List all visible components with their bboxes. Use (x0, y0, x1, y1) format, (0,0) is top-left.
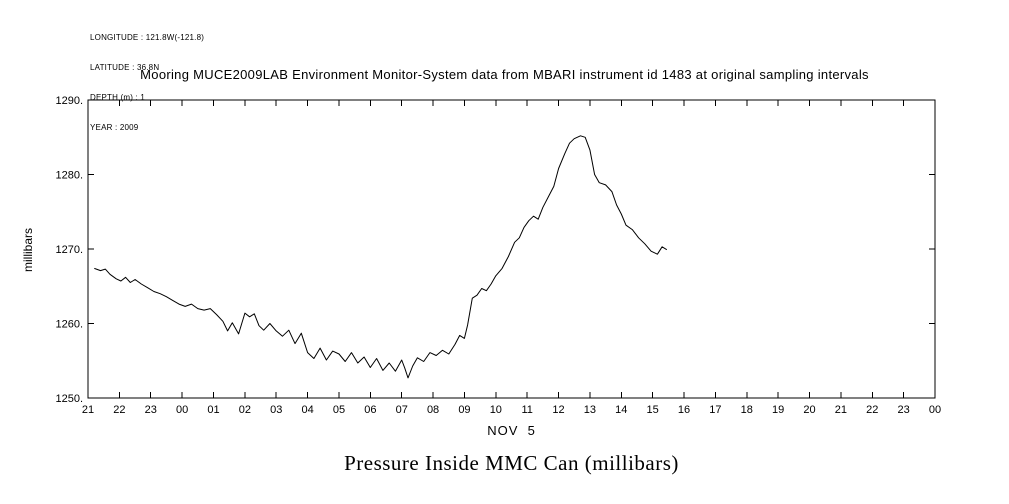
x-tick-label: 00 (176, 404, 188, 416)
x-tick-label: 04 (301, 404, 313, 416)
y-tick-label: 1290. (55, 95, 83, 107)
x-tick-label: 05 (333, 404, 345, 416)
meta-longitude: LONGITUDE : 121.8W(-121.8) (90, 33, 205, 42)
y-axis-label: millibars (21, 227, 35, 273)
x-tick-label: 23 (898, 404, 910, 416)
chart-title: Mooring MUCE2009LAB Environment Monitor-… (140, 67, 869, 82)
meta-latitude: LATITUDE : 36.8N (90, 63, 160, 72)
x-tick-label: 21 (82, 404, 94, 416)
x-tick-label: 16 (678, 404, 690, 416)
x-tick-label: 08 (427, 404, 439, 416)
x-tick-label: 01 (207, 404, 219, 416)
header-metadata: LONGITUDE : 121.8W(-121.8) LATITUDE : 36… (90, 13, 204, 153)
x-tick-label: 22 (113, 404, 125, 416)
x-tick-label: 07 (396, 404, 408, 416)
meta-year: YEAR : 2009 (90, 123, 139, 132)
x-tick-label: 19 (772, 404, 784, 416)
x-tick-label: 09 (458, 404, 470, 416)
x-tick-label: 13 (584, 404, 596, 416)
x-tick-label: 10 (490, 404, 502, 416)
x-tick-label: 21 (835, 404, 847, 416)
x-tick-label: 14 (615, 404, 627, 416)
y-tick-label: 1260. (55, 319, 83, 331)
x-tick-label: 02 (239, 404, 251, 416)
y-tick-label: 1270. (55, 244, 83, 256)
x-tick-label: 18 (741, 404, 753, 416)
x-tick-label: 11 (521, 404, 532, 416)
x-tick-label: 12 (552, 404, 564, 416)
x-tick-label: 03 (270, 404, 282, 416)
x-tick-label: 20 (803, 404, 815, 416)
chart-caption: Pressure Inside MMC Can (millibars) (344, 451, 679, 475)
meta-depth: DEPTH (m) : 1 (90, 93, 146, 102)
y-tick-label: 1280. (55, 170, 83, 182)
pressure-line (94, 135, 668, 379)
x-tick-label: 06 (364, 404, 376, 416)
x-tick-label: 00 (929, 404, 941, 416)
x-axis-label: NOV 5 (487, 423, 536, 438)
y-tick-label: 1250. (55, 393, 83, 405)
x-tick-label: 15 (647, 404, 659, 416)
x-tick-label: 23 (145, 404, 157, 416)
x-tick-label: 22 (866, 404, 878, 416)
x-tick-label: 17 (709, 404, 721, 416)
